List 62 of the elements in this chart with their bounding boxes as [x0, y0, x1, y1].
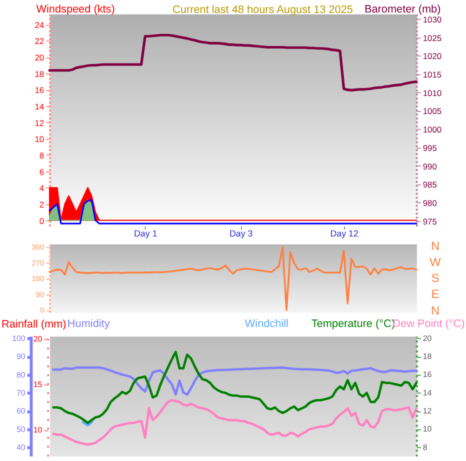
text: W — [430, 254, 442, 269]
y-tick-label: 70 — [16, 388, 26, 398]
text: N — [430, 238, 440, 253]
x-tick-label: Day 3 — [230, 228, 253, 238]
y-tick-label: 16 — [34, 85, 44, 96]
text: Dew Point (°C) — [392, 318, 465, 330]
y3-axis-title: Rainfall (mm) — [1, 318, 66, 331]
y2-tick-label: 1005 — [422, 106, 442, 116]
y-tick-label: 14 — [34, 102, 44, 112]
y-tick-label: 0 — [39, 216, 44, 226]
y2-tick-label: 985 — [422, 180, 438, 190]
y2-tick-label: 975 — [422, 216, 438, 226]
chart-title: Current last 48 hours August 13 2025 — [172, 4, 353, 16]
text: Temperature (°C) — [311, 318, 395, 330]
y2-tick-label: 10 — [422, 424, 432, 434]
y2-tick-label: 12 — [422, 406, 432, 416]
y-tick-label: 40 — [16, 442, 26, 452]
line-series — [52, 398, 418, 446]
y2-tick-label: 1020 — [422, 51, 442, 62]
y2-tick-label: 1030 — [422, 14, 442, 24]
y-tick-label: 90 — [16, 352, 26, 362]
y2-tick-label: 1025 — [422, 32, 442, 43]
y-tick-label: 100 — [12, 334, 26, 343]
text: E — [431, 287, 440, 302]
x-tick-label: Day 12 — [330, 228, 358, 238]
text: Windchill — [244, 318, 288, 330]
y-tick-label: 6 — [39, 166, 44, 177]
y3-tick-label: 15 — [33, 380, 43, 389]
line-series — [52, 350, 418, 424]
y2-tick-label: 1010 — [422, 88, 442, 98]
y-tick-label: 24 — [34, 20, 44, 30]
y2-tick-label: 8 — [422, 442, 428, 452]
y-tick-label: 2 — [39, 199, 44, 210]
y2-tick-label: 990 — [422, 161, 438, 172]
y-tick-label: 50 — [16, 424, 26, 434]
y-tick-label: 22 — [34, 36, 44, 46]
y2-tick-label: 995 — [422, 142, 438, 153]
line-series — [48, 246, 418, 311]
y-tick-label: 12 — [34, 118, 44, 128]
text: S — [431, 271, 440, 286]
y2-tick-label: 14 — [422, 388, 432, 398]
y2-axis-title: Barometer (mb) — [364, 3, 441, 16]
line-series — [48, 199, 418, 224]
y-axis-title: Windspeed (kts) — [36, 3, 115, 16]
y-tick-label: 18 — [34, 68, 44, 79]
y2-tick-label: 18 — [422, 352, 432, 362]
y2-tick-label: 980 — [422, 198, 438, 208]
y-tick-label: 10 — [34, 134, 44, 144]
x-tick-label: Day 1 — [134, 228, 158, 238]
text: Humidity — [67, 318, 110, 330]
y2-tick-label: 1000 — [422, 124, 442, 135]
y2-tick-label: 20 — [422, 334, 432, 343]
y2-tick-label: 1015 — [422, 70, 442, 80]
line-series — [52, 366, 418, 396]
y2-tick-label: 16 — [422, 370, 432, 380]
y-tick-label: 60 — [16, 406, 26, 416]
line-series — [48, 34, 418, 92]
y-tick-label: 20 — [34, 52, 44, 63]
y-tick-label: 4 — [39, 183, 44, 194]
y-tick-label: 8 — [39, 150, 44, 160]
text: N — [430, 303, 440, 318]
y-tick-label: 80 — [16, 370, 26, 380]
